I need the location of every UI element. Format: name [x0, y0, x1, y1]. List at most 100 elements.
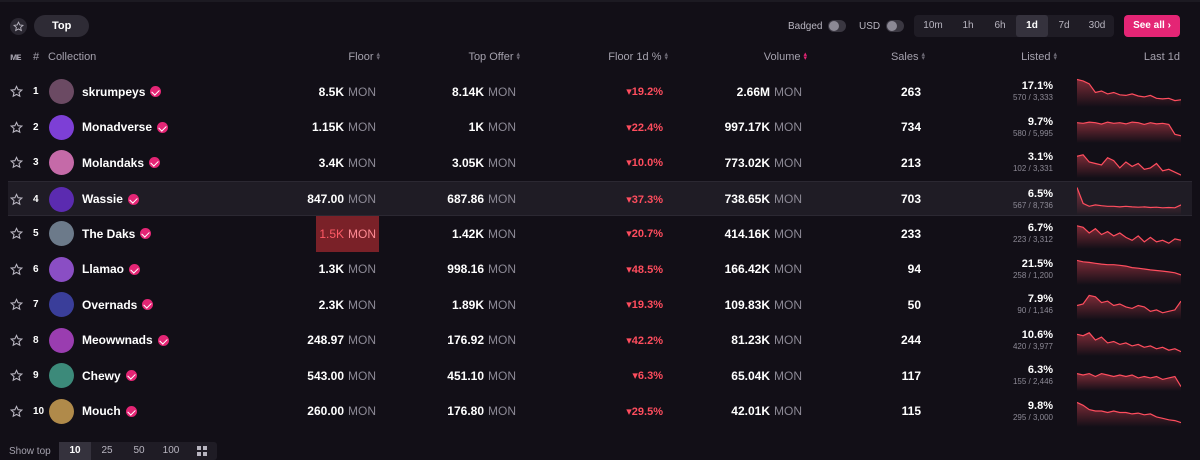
collection-avatar[interactable] — [49, 186, 74, 212]
collection-avatar[interactable] — [49, 256, 74, 282]
header-listed[interactable]: Listed ▴ ▾ — [1021, 51, 1057, 63]
volume: 997.17K MON — [725, 110, 802, 146]
header-collection[interactable]: Collection — [48, 51, 97, 63]
favorite-star-button[interactable] — [10, 182, 23, 218]
top-filter-pill[interactable]: Top — [34, 15, 90, 37]
top-offer[interactable]: 176.80 MON — [447, 394, 516, 430]
table-row[interactable]: 9 Chewy 543.00 MON 451.10 MON ▾6.3% 65.04K… — [0, 358, 1200, 394]
sparkline-chart — [1077, 372, 1181, 391]
collection-name[interactable]: The Daks — [82, 216, 152, 252]
top-toolbar: Top Badged USD 10m 1h 6h 1d 7d 30d See a… — [0, 0, 1200, 47]
volume-value: 166.42K — [724, 262, 770, 277]
timeframe-30d[interactable]: 30d — [1088, 20, 1106, 31]
table-row[interactable]: 7 Overnads 2.3K MON 1.89K MON ▾19.3% 109.8… — [0, 287, 1200, 323]
favorite-star-button[interactable] — [10, 145, 23, 181]
top-offer[interactable]: 1.42K MON — [452, 216, 516, 252]
table-row[interactable]: 2 Monadverse 1.15K MON 1K MON ▾22.4% 997.1… — [0, 110, 1200, 146]
timeframe-1h[interactable]: 1h — [962, 20, 974, 31]
collection-avatar[interactable] — [49, 114, 74, 140]
listed-percent: 10.6% — [1021, 328, 1053, 341]
top-offer[interactable]: 1K MON — [469, 110, 516, 146]
table-row[interactable]: 6 Llamao 1.3K MON 998.16 MON ▾48.5% 166.42… — [0, 252, 1200, 288]
collection-avatar[interactable] — [49, 327, 74, 353]
timeframe-7d[interactable]: 7d — [1058, 20, 1070, 31]
collection-name[interactable]: Molandaks — [82, 145, 161, 181]
collection-name[interactable]: Monadverse — [82, 110, 169, 146]
badged-toggle-group[interactable]: Badged — [788, 20, 847, 32]
header-volume[interactable]: Volume ▴ ▾ — [764, 51, 807, 63]
collection-name[interactable]: Llamao — [82, 252, 141, 288]
table-row[interactable]: 8 Meowwnads 248.97 MON 176.92 MON ▾42.2% 8… — [0, 323, 1200, 359]
table-row[interactable]: 10 Mouch 260.00 MON 176.80 MON ▾29.5% 42.0… — [0, 394, 1200, 430]
favorite-star-button[interactable] — [10, 358, 23, 394]
sort-icon: ▴ ▾ — [516, 51, 520, 63]
floor-value: 260.00 — [307, 404, 344, 419]
table-row[interactable]: 1 skrumpeys 8.5K MON 8.14K MON ▾19.2% 2.66… — [0, 74, 1200, 110]
top-offer[interactable]: 687.86 MON — [447, 182, 516, 218]
collection-avatar[interactable] — [49, 363, 74, 388]
page-size-10[interactable]: 10 — [59, 442, 91, 460]
top-offer[interactable]: 1.89K MON — [452, 287, 516, 323]
favorite-star-button[interactable] — [10, 252, 23, 288]
favorites-star-button[interactable] — [10, 18, 27, 35]
header-floor-change[interactable]: Floor 1d % ▴ ▾ — [608, 51, 668, 63]
top-offer[interactable]: 451.10 MON — [447, 358, 516, 394]
grid-view-button[interactable] — [187, 442, 217, 460]
sparkline-area — [1077, 187, 1181, 215]
sparkline-line — [1077, 259, 1181, 275]
currency-unit: MON — [774, 333, 802, 348]
volume-value: 109.83K — [724, 297, 770, 312]
favorite-star-button[interactable] — [10, 394, 23, 430]
top-offer[interactable]: 8.14K MON — [452, 74, 516, 110]
collection-avatar[interactable] — [49, 292, 74, 317]
favorite-star-button[interactable] — [10, 216, 23, 252]
floor-change: ▾10.0% — [626, 157, 663, 170]
star-icon — [10, 192, 23, 206]
sales-count: 734 — [900, 120, 921, 135]
collection-name[interactable]: Meowwnads — [82, 323, 169, 359]
top-offer-value: 1K — [468, 120, 484, 135]
top-offer[interactable]: 998.16 MON — [447, 252, 516, 288]
top-offer[interactable]: 3.05K MON — [452, 145, 516, 181]
timeframe-10m[interactable]: 10m — [923, 20, 943, 31]
page-size-50[interactable]: 50 — [133, 445, 145, 456]
volume: 166.42K MON — [725, 252, 802, 288]
table-row[interactable]: 4 Wassie 847.00 MON 687.86 MON ▾37.3% 738.… — [8, 180, 1192, 218]
volume-value: 2.66M — [736, 84, 770, 99]
see-all-button[interactable]: See all › — [1124, 15, 1180, 37]
table-row[interactable]: 3 Molandaks 3.4K MON 3.05K MON ▾10.0% 773.… — [0, 145, 1200, 181]
collection-name[interactable]: Wassie — [82, 182, 139, 218]
sparkline-chart — [1077, 294, 1181, 320]
sparkline-area — [1077, 401, 1181, 427]
sparkline-area — [1077, 154, 1181, 178]
collection-avatar[interactable] — [49, 79, 74, 104]
collection-name[interactable]: Overnads — [82, 287, 154, 323]
favorite-star-button[interactable] — [10, 74, 23, 110]
favorite-star-button[interactable] — [10, 323, 23, 359]
top-offer[interactable]: 176.92 MON — [447, 323, 516, 359]
usd-toggle-group[interactable]: USD — [859, 20, 905, 32]
collection-avatar[interactable] — [49, 221, 74, 246]
header-sales[interactable]: Sales ▴ ▾ — [891, 51, 925, 63]
page-size-100[interactable]: 100 — [162, 445, 180, 456]
sales-count: 263 — [900, 84, 921, 99]
page-size-25[interactable]: 25 — [101, 445, 113, 456]
timeframe-6h[interactable]: 6h — [994, 20, 1006, 31]
header-floor[interactable]: Floor ▴ ▾ — [348, 51, 380, 63]
favorite-star-button[interactable] — [10, 110, 23, 146]
page-size-selector: 10 25 50 100 — [59, 442, 217, 460]
usd-toggle[interactable] — [886, 20, 905, 32]
verified-badge-icon — [149, 157, 161, 169]
table-row[interactable]: 5 The Daks 1.5K MON 1.42K MON ▾20.7% 414.1… — [0, 216, 1200, 252]
star-icon — [10, 120, 23, 134]
favorite-star-button[interactable] — [10, 287, 23, 323]
collection-name[interactable]: Chewy — [82, 358, 137, 394]
collection-avatar[interactable] — [49, 398, 74, 424]
collection-avatar[interactable] — [49, 150, 74, 175]
collection-name[interactable]: Mouch — [82, 394, 137, 430]
header-top-offer[interactable]: Top Offer ▴ ▾ — [468, 51, 520, 63]
verified-badge-icon — [157, 121, 169, 133]
collection-name[interactable]: skrumpeys — [82, 74, 162, 110]
timeframe-1d[interactable]: 1d — [1016, 15, 1048, 37]
badged-toggle[interactable] — [828, 20, 847, 32]
